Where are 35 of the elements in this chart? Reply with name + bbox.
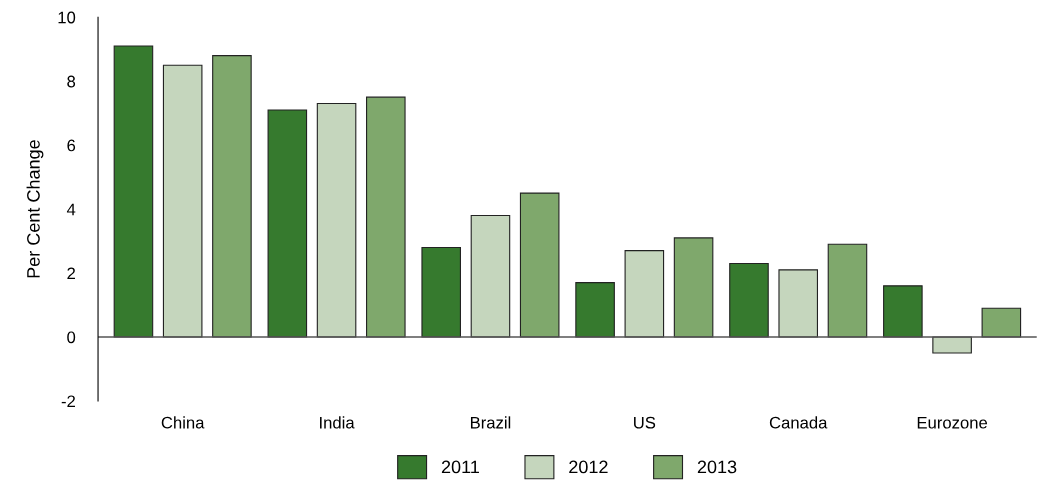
bar	[827, 243, 868, 338]
x-tick-label: US	[634, 416, 656, 429]
legend-label: 2012	[569, 460, 608, 474]
x-tick-label: India	[320, 416, 355, 429]
bar	[162, 64, 203, 338]
bar	[932, 336, 972, 354]
bar	[212, 55, 252, 338]
x-tick-label: China	[161, 416, 205, 429]
y-tick-label: -2	[61, 395, 75, 408]
y-tick-label: 2	[67, 267, 75, 280]
x-tick-label: Eurozone	[917, 416, 988, 429]
bar	[267, 109, 308, 338]
bar	[624, 250, 665, 338]
legend-label: 2013	[697, 460, 737, 474]
bar	[981, 307, 1022, 338]
bar	[470, 214, 511, 338]
y-tick-label: 4	[66, 203, 76, 216]
y-tick-label: 8	[67, 75, 76, 88]
y-tick-label: 6	[67, 139, 76, 152]
bar	[421, 246, 461, 338]
bar	[113, 45, 154, 338]
bar	[575, 282, 615, 338]
bar	[673, 237, 714, 338]
x-tick-label: Canada	[769, 416, 828, 429]
bar	[883, 285, 923, 338]
bar	[519, 192, 560, 338]
y-axis-title: Per Cent Change	[26, 140, 44, 278]
x-tick-label: Brazil	[470, 416, 511, 429]
bar	[729, 262, 769, 338]
bar	[778, 269, 819, 338]
bar	[366, 96, 406, 338]
bar	[316, 103, 357, 338]
y-tick-label: 10	[58, 11, 76, 24]
legend-label: 2011	[441, 460, 479, 474]
y-tick-label: 0	[67, 331, 76, 344]
